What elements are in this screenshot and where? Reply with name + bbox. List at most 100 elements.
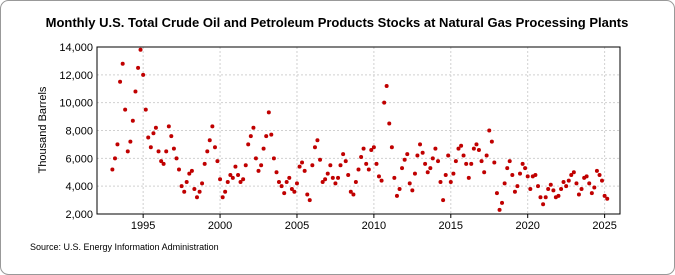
point <box>202 161 207 166</box>
point <box>412 171 417 176</box>
point <box>376 174 381 179</box>
source: Source: U.S. Energy Information Administ… <box>30 242 219 252</box>
point <box>433 146 438 151</box>
point <box>271 156 276 161</box>
point <box>602 193 607 198</box>
point <box>187 171 192 176</box>
point <box>443 173 448 178</box>
y-tick-label: 4,000 <box>65 181 93 193</box>
point <box>343 159 348 164</box>
point <box>466 175 471 180</box>
point <box>566 178 571 183</box>
point <box>556 193 561 198</box>
x-tick-label: 2010 <box>362 220 386 232</box>
point <box>471 146 476 151</box>
point <box>436 159 441 164</box>
point <box>276 179 281 184</box>
y-tick-label: 6,000 <box>65 153 93 165</box>
point <box>364 161 369 166</box>
point <box>351 192 356 197</box>
point <box>482 170 487 175</box>
point <box>584 174 589 179</box>
point <box>336 175 341 180</box>
point <box>410 188 415 193</box>
point <box>492 160 497 165</box>
point <box>512 189 517 194</box>
point <box>200 181 205 186</box>
point <box>548 182 553 187</box>
point <box>225 179 230 184</box>
point <box>174 156 179 161</box>
point <box>156 149 161 154</box>
point <box>182 189 187 194</box>
point <box>210 124 215 129</box>
point <box>294 181 299 186</box>
y-tick-label: 12,000 <box>59 70 93 82</box>
point <box>441 198 446 203</box>
point <box>148 145 153 150</box>
point <box>138 47 143 52</box>
plot-border <box>96 46 621 215</box>
point <box>128 139 133 144</box>
point <box>592 185 597 190</box>
point <box>320 179 325 184</box>
x-tick-label: 1995 <box>131 220 155 232</box>
point <box>110 167 115 172</box>
point <box>153 125 158 130</box>
point <box>171 146 176 151</box>
point <box>536 184 541 189</box>
point <box>356 167 361 172</box>
chart-title: Monthly U.S. Total Crude Oil and Petrole… <box>46 15 629 30</box>
point <box>194 195 199 200</box>
point <box>594 168 599 173</box>
point <box>133 89 138 94</box>
point <box>502 181 507 186</box>
point <box>125 149 130 154</box>
point <box>448 179 453 184</box>
point <box>605 196 610 201</box>
point <box>169 134 174 139</box>
point <box>300 160 305 165</box>
point <box>218 177 223 182</box>
point <box>297 164 302 169</box>
point <box>456 146 461 151</box>
point <box>494 191 499 196</box>
point <box>476 147 481 152</box>
point <box>236 173 241 178</box>
point <box>579 186 584 191</box>
point <box>361 146 366 151</box>
point <box>405 152 410 157</box>
point <box>228 173 233 178</box>
point <box>166 124 171 129</box>
point <box>141 72 146 77</box>
point <box>215 159 220 164</box>
point <box>464 161 469 166</box>
point <box>279 184 284 189</box>
point <box>261 146 266 151</box>
point <box>384 83 389 88</box>
point <box>289 186 294 191</box>
point <box>292 189 297 194</box>
point <box>136 65 141 70</box>
point <box>564 184 569 189</box>
point <box>507 159 512 164</box>
point <box>541 202 546 207</box>
point <box>348 189 353 194</box>
x-tick-label: 2025 <box>592 220 616 232</box>
point <box>274 170 279 175</box>
point <box>151 131 156 136</box>
point <box>318 157 323 162</box>
point <box>487 128 492 133</box>
point <box>420 150 425 155</box>
point <box>500 200 505 205</box>
point <box>407 181 412 186</box>
point <box>325 171 330 176</box>
point <box>159 159 164 164</box>
point <box>474 142 479 147</box>
point <box>197 189 202 194</box>
point <box>402 157 407 162</box>
point <box>569 173 574 178</box>
point <box>164 149 169 154</box>
point <box>246 142 251 147</box>
point <box>525 174 530 179</box>
